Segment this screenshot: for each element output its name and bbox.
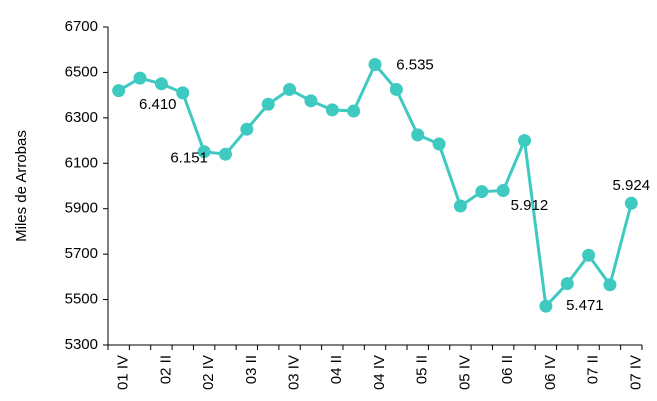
y-tick-label: 6500 xyxy=(65,63,98,80)
data-point xyxy=(261,97,275,111)
data-point xyxy=(176,86,190,100)
x-tick-label: 06 II xyxy=(499,355,516,384)
data-point xyxy=(325,103,339,117)
data-point xyxy=(133,71,147,85)
data-point xyxy=(368,57,382,71)
y-tick-label: 5700 xyxy=(65,245,98,262)
data-label: 5.912 xyxy=(511,197,549,214)
x-tick-label: 02 II xyxy=(157,355,174,384)
data-point xyxy=(197,145,211,159)
data-point xyxy=(112,84,126,98)
data-point xyxy=(518,134,532,148)
data-point xyxy=(432,137,446,151)
data-point xyxy=(539,299,553,313)
x-tick-label: 06 IV xyxy=(542,355,559,390)
data-point xyxy=(154,77,168,91)
series-line xyxy=(117,61,633,310)
data-label: 6.151 xyxy=(170,150,208,167)
data-point xyxy=(475,185,489,199)
x-tick-label: 01 IV xyxy=(115,355,132,390)
data-point xyxy=(304,94,318,108)
data-point xyxy=(624,196,638,210)
data-point xyxy=(582,248,596,262)
data-point xyxy=(347,104,361,118)
data-point xyxy=(411,128,425,142)
y-tick-label: 6100 xyxy=(65,154,98,171)
x-tick-label: 05 IV xyxy=(456,355,473,390)
x-tick-label: 07 II xyxy=(585,355,602,384)
x-tick-label: 07 IV xyxy=(627,355,644,390)
data-point xyxy=(496,184,510,198)
y-tick-label: 6300 xyxy=(65,109,98,126)
y-tick-label: 5900 xyxy=(65,200,98,217)
data-point xyxy=(218,147,232,161)
x-tick-label: 04 II xyxy=(328,355,345,384)
y-tick-label: 6700 xyxy=(65,18,98,35)
x-tick-label: 02 IV xyxy=(200,355,217,390)
x-tick-label: 03 IV xyxy=(286,355,303,390)
data-point xyxy=(453,199,467,213)
data-point xyxy=(389,82,403,96)
data-label: 5.924 xyxy=(613,177,651,194)
data-label: 6.535 xyxy=(396,56,434,73)
x-tick-label: 05 II xyxy=(414,355,431,384)
y-tick-label: 5300 xyxy=(65,336,98,353)
data-label: 5.471 xyxy=(566,297,604,314)
y-axis-label: Miles de Arrobas xyxy=(13,130,30,242)
data-point xyxy=(603,278,617,292)
x-tick-label: 03 II xyxy=(243,355,260,384)
data-point xyxy=(240,122,254,136)
data-label: 6.410 xyxy=(139,96,177,113)
y-tick-label: 5500 xyxy=(65,291,98,308)
data-point xyxy=(283,82,297,96)
x-tick-label: 04 IV xyxy=(371,355,388,390)
data-point xyxy=(560,277,574,291)
